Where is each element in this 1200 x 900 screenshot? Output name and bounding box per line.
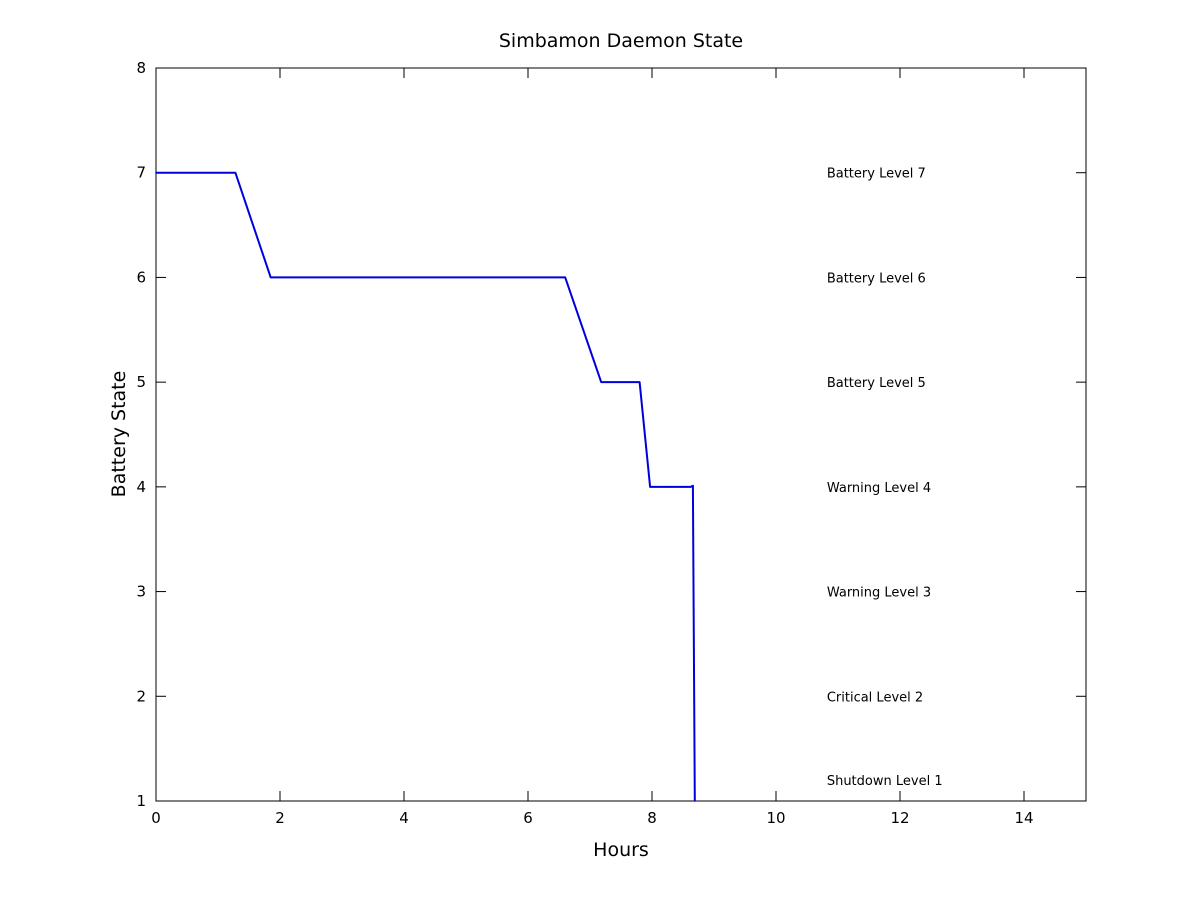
y-tick-label: 6 [136, 268, 146, 286]
level-annotation: Warning Level 3 [827, 586, 931, 601]
chart-title: Simbamon Daemon State [499, 30, 743, 52]
y-tick-label: 5 [136, 373, 146, 391]
level-annotation: Warning Level 4 [827, 481, 931, 496]
level-annotation: Battery Level 7 [827, 167, 926, 182]
level-annotation: Critical Level 2 [827, 690, 923, 705]
data-point [693, 800, 696, 802]
data-point [155, 171, 157, 174]
level-annotations: Battery Level 7 Battery Level 6 Battery Le… [827, 167, 943, 789]
x-tick-label: 12 [890, 809, 909, 827]
data-point [692, 485, 694, 487]
plot-area-frame [155, 67, 1087, 802]
y-tick-label: 8 [136, 59, 146, 77]
y-axis-title: Battery State [108, 371, 130, 498]
x-tick-label: 0 [151, 809, 161, 827]
x-tick-label: 6 [523, 809, 533, 827]
x-tick-label: 14 [1014, 809, 1033, 827]
level-annotation: Battery Level 5 [827, 376, 926, 391]
y-tick-label: 7 [136, 164, 146, 182]
y-tick-label: 2 [136, 687, 146, 705]
x-tick-label: 4 [399, 809, 409, 827]
x-tick-label: 2 [275, 809, 285, 827]
data-point [649, 486, 651, 488]
series-line-0 [156, 171, 696, 802]
y-tick-label: 3 [136, 583, 146, 601]
data-point [269, 276, 272, 279]
x-axis: 0 2 4 6 8 10 12 14 [151, 68, 1034, 827]
data-point [669, 486, 672, 488]
level-annotation: Battery Level 6 [827, 271, 926, 286]
data-point [638, 381, 641, 383]
x-tick-label: 8 [647, 809, 657, 827]
y-axis: 1 2 3 4 5 6 7 8 [136, 59, 1086, 810]
data-point [564, 276, 566, 279]
data-point [600, 381, 602, 383]
series-layer [155, 171, 696, 802]
x-tick-label: 10 [766, 809, 785, 827]
data-point [689, 486, 692, 488]
y-tick-label: 1 [136, 792, 146, 810]
y-tick-label: 4 [136, 478, 146, 496]
level-annotation: Shutdown Level 1 [827, 774, 943, 789]
data-point [234, 171, 237, 174]
x-axis-title: Hours [593, 839, 649, 861]
data-point [682, 486, 684, 488]
